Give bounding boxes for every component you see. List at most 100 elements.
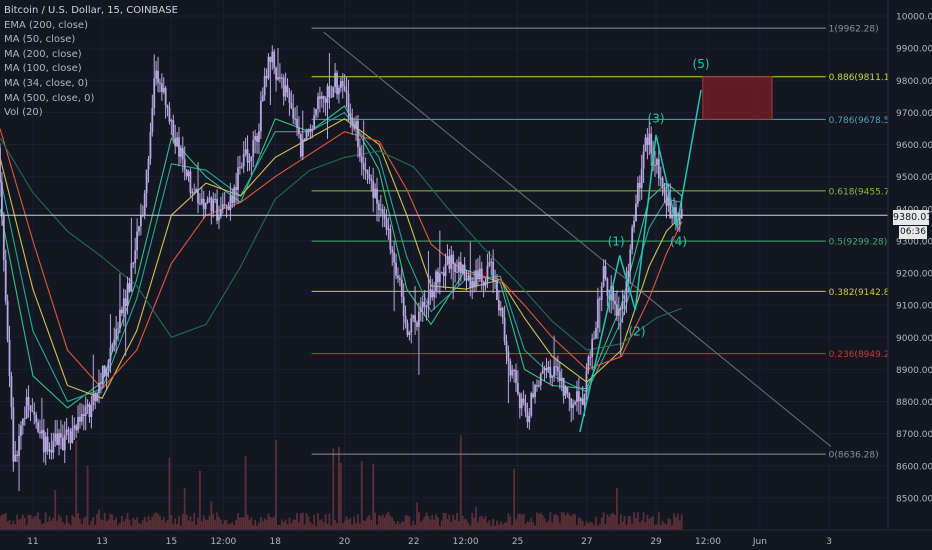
candle-body <box>258 131 260 142</box>
candle-body <box>585 370 588 394</box>
candle-body <box>299 134 302 157</box>
candle-body <box>642 151 645 169</box>
volume-bar <box>130 525 133 530</box>
volume-bar <box>577 517 580 530</box>
volume-bar <box>56 520 59 530</box>
volume-bar <box>155 512 158 530</box>
price-tick-label: 9000.00 <box>896 334 932 344</box>
candle-body <box>524 402 527 412</box>
elliott-wave-layer: (1) (2) (3) (4) (5) <box>579 57 710 433</box>
time-tick-label: 3 <box>826 537 832 547</box>
candle-body <box>317 96 319 109</box>
candle-body <box>73 425 76 429</box>
candle-body <box>357 120 359 148</box>
indicator-ma-50[interactable]: MA (50, close) <box>4 34 76 46</box>
moving-average-line <box>0 105 683 409</box>
candle-body <box>355 120 357 129</box>
volume-bar <box>558 523 561 530</box>
candle-body <box>393 252 396 263</box>
candle-body <box>50 449 53 453</box>
volume-bar <box>517 514 519 530</box>
candle-body <box>358 147 361 157</box>
volume-bar <box>25 524 28 530</box>
candle-body <box>267 56 270 79</box>
price-axis-panel[interactable] <box>888 0 932 530</box>
volume-bar <box>671 524 674 530</box>
candle-body <box>650 133 653 154</box>
candle-body <box>239 166 241 168</box>
volume-bar <box>400 521 403 530</box>
candle-body <box>212 199 215 212</box>
candle-body <box>18 436 20 456</box>
candle-body <box>301 139 304 157</box>
volume-bar <box>499 521 502 530</box>
volume-bar <box>63 524 66 530</box>
indicator-ma-100[interactable]: MA (100, close) <box>4 63 82 75</box>
volume-bar <box>147 516 150 530</box>
candle-body <box>475 270 477 288</box>
volume-bar <box>642 512 645 530</box>
volume-bar <box>497 524 500 530</box>
volume-bar <box>640 520 643 530</box>
candle-body <box>440 272 443 274</box>
volume-bar <box>463 519 466 530</box>
volume-bar <box>360 461 363 530</box>
candle-body <box>86 404 89 407</box>
fib-level-label: 0.786(9678.52) <box>829 116 899 126</box>
candle-body <box>341 81 344 87</box>
volume-bar <box>145 521 148 530</box>
volume-bar <box>419 521 422 530</box>
volume-bar <box>537 513 540 530</box>
volume-bar <box>678 520 681 530</box>
target-zone-box[interactable] <box>702 76 773 120</box>
volume-bar <box>82 517 85 530</box>
volume-bar <box>652 516 655 530</box>
volume-bar <box>385 513 388 530</box>
wave-label: (1) <box>608 235 625 249</box>
candle-body <box>225 204 228 207</box>
indicator-volume[interactable]: Vol (20) <box>4 107 43 119</box>
volume-bar <box>410 525 413 530</box>
symbol-title[interactable]: Bitcoin / U.S. Dollar, 15, COINBASE <box>4 5 178 16</box>
volume-bar <box>290 523 293 530</box>
volume-bar <box>530 517 533 530</box>
candle-body <box>389 228 392 250</box>
candle-body <box>206 199 209 203</box>
volume-bar <box>100 519 102 530</box>
fib-level-label: 1(9962.28) <box>829 25 879 35</box>
volume-bar <box>134 519 137 530</box>
candle-body <box>240 166 243 168</box>
volume-bar <box>324 514 327 530</box>
volume-bar <box>507 513 510 530</box>
volume-bar <box>178 515 180 530</box>
candle-body <box>418 311 420 327</box>
indicator-ma-200[interactable]: MA (200, close) <box>4 48 82 60</box>
volume-bar <box>494 525 496 530</box>
indicator-ma-500[interactable]: MA (500, close, 0) <box>4 92 95 104</box>
volume-bar <box>320 519 323 530</box>
elliott-wave-path[interactable] <box>579 89 702 433</box>
volume-bar <box>438 525 441 530</box>
volume-bar <box>318 520 321 530</box>
time-axis-panel[interactable] <box>0 530 932 550</box>
indicator-ema-200[interactable]: EMA (200, close) <box>4 19 88 31</box>
volume-bar <box>431 514 434 530</box>
candle-body <box>320 96 323 99</box>
time-tick-label: 18 <box>270 537 282 547</box>
volume-bar <box>378 515 380 530</box>
volume-bar <box>623 515 626 530</box>
volume-bar <box>541 515 544 530</box>
volume-bar <box>86 465 89 530</box>
candle-body <box>541 370 544 374</box>
indicator-ma-34[interactable]: MA (34, close, 0) <box>4 77 89 89</box>
volume-bar <box>412 520 415 530</box>
candle-body <box>410 318 413 333</box>
volume-bar <box>631 523 634 530</box>
volume-bar <box>120 515 123 530</box>
volume-bar <box>551 522 554 530</box>
volume-bar <box>680 514 683 530</box>
candle-body <box>44 436 47 453</box>
fib-level-label: 0(8636.28) <box>829 451 879 461</box>
volume-bar <box>478 516 481 530</box>
